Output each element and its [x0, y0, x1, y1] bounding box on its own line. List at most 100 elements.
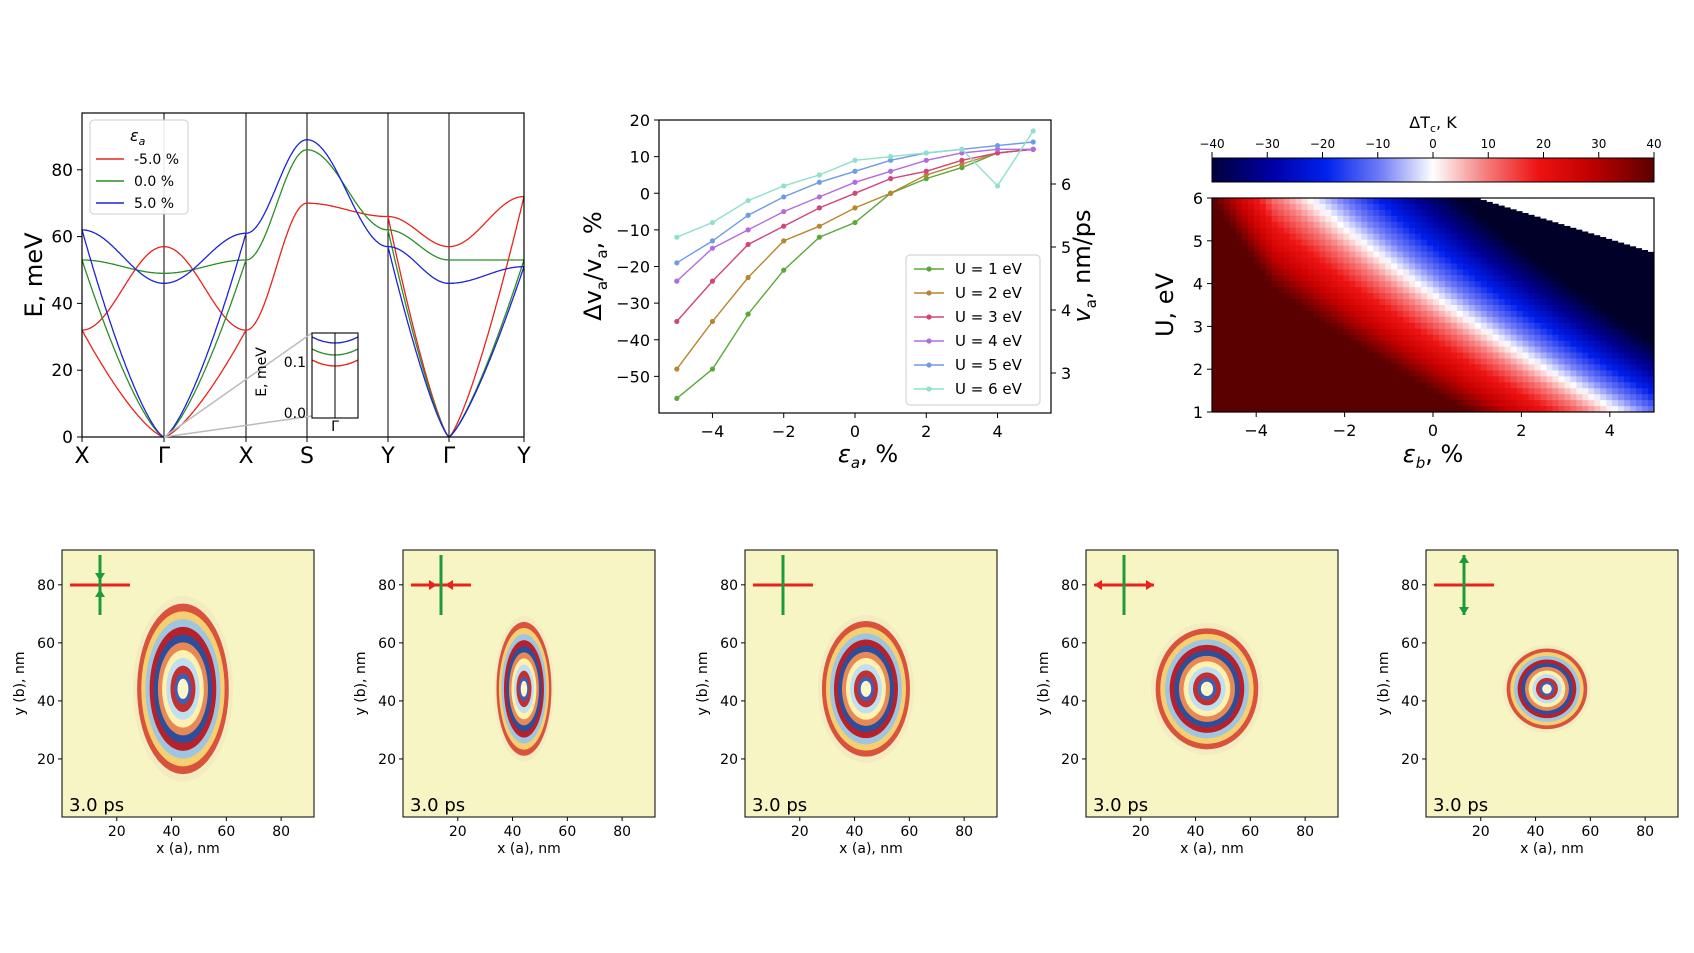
- heatmap-cell: [1289, 227, 1297, 235]
- heatmap-cell: [1241, 334, 1249, 342]
- heatmap-cell: [1307, 382, 1315, 389]
- heatmap-cell: [1331, 376, 1339, 383]
- heatmap-cell: [1289, 334, 1297, 342]
- heatmap-cell: [1349, 287, 1356, 294]
- heatmap-cell: [1265, 263, 1273, 270]
- heatmap-cell: [1283, 221, 1291, 229]
- heatmap-cell: [1241, 203, 1249, 211]
- heatmap-cell: [1594, 382, 1601, 389]
- heatmap-cell: [1528, 239, 1536, 247]
- heatmap-cell: [1582, 305, 1589, 312]
- heatmap-cell: [1415, 388, 1422, 395]
- heatmap-cell: [1498, 263, 1506, 270]
- heatmap-cell: [1492, 388, 1500, 395]
- heatmap-cell: [1337, 376, 1344, 383]
- time-label: 3.0 ps: [752, 795, 807, 816]
- heatmap-cell: [1444, 221, 1452, 229]
- heatmap-cell: [1325, 281, 1333, 288]
- heatmap-cell: [1433, 382, 1440, 389]
- heatmap-cell: [1265, 352, 1273, 360]
- heatmap-cell: [1570, 310, 1577, 318]
- heatmap-cell: [1648, 310, 1654, 318]
- heatmap-cell: [1313, 334, 1321, 342]
- heatmap-cell: [1391, 305, 1398, 312]
- heatmap-cell: [1373, 251, 1380, 259]
- heatmap-cell: [1403, 340, 1410, 348]
- heatmap-cell: [1421, 340, 1428, 348]
- heatmap-cell: [1379, 352, 1386, 360]
- heatmap-cell: [1450, 251, 1458, 259]
- heatmap-cell: [1444, 394, 1452, 401]
- heatmap-cell: [1546, 322, 1554, 330]
- heatmap-cell: [1594, 310, 1601, 318]
- heatmap-cell: [1235, 376, 1243, 383]
- heatmap-cell: [1397, 316, 1404, 324]
- heatmap-cell: [1223, 275, 1231, 282]
- heatmap-cell: [1301, 358, 1309, 366]
- heatmap-cell: [1277, 275, 1285, 282]
- heatmap-cell: [1606, 287, 1613, 294]
- heatmap-cell: [1229, 322, 1237, 330]
- heatmap-cell: [1492, 316, 1500, 324]
- data-point: [816, 205, 822, 211]
- heatmap-cell: [1325, 400, 1333, 407]
- heatmap-cell: [1433, 203, 1440, 211]
- heatmap-cell: [1588, 322, 1595, 330]
- heatmap-cell: [1313, 245, 1321, 253]
- heatmap-cell: [1492, 221, 1500, 229]
- heatmap-cell: [1259, 251, 1267, 259]
- heatmap-cell: [1427, 263, 1434, 270]
- heatmap-cell: [1438, 394, 1446, 401]
- heatmap-cell: [1534, 352, 1542, 360]
- heatmap-cell: [1504, 346, 1512, 354]
- data-point: [923, 172, 929, 178]
- heatmap-cell: [1313, 322, 1321, 330]
- heatmap-cell: [1594, 245, 1601, 253]
- heatmap-cell: [1277, 316, 1285, 324]
- heatmap-cell: [1438, 281, 1446, 288]
- heatmap-cell: [1349, 239, 1356, 247]
- heatmap-cell: [1642, 346, 1649, 354]
- heatmap-cell: [1223, 203, 1231, 211]
- heatmap-cell: [1313, 346, 1321, 354]
- heatmap-cell: [1474, 370, 1482, 377]
- heatmap-cell: [1576, 257, 1583, 264]
- heatmap-cell: [1486, 299, 1494, 306]
- heatmap-cell: [1462, 388, 1470, 395]
- heatmap-cell: [1438, 328, 1446, 336]
- heatmap-cell: [1606, 352, 1613, 360]
- heatmap-cell: [1486, 209, 1494, 217]
- heatmap-cell: [1331, 310, 1339, 318]
- heatmap-cell: [1516, 334, 1524, 342]
- x-tick-label: 60: [217, 824, 235, 840]
- heatmap-cell: [1433, 358, 1440, 366]
- heatmap-cell: [1415, 334, 1422, 342]
- heatmap-cell: [1355, 316, 1362, 324]
- heatmap-cell: [1343, 358, 1350, 366]
- heatmap-cell: [1415, 281, 1422, 288]
- heatmap-cell: [1462, 281, 1470, 288]
- heatmap-cell: [1331, 382, 1339, 389]
- heatmap-cell: [1444, 406, 1452, 412]
- heatmap-cell: [1528, 281, 1536, 288]
- heatmap-cell: [1319, 203, 1327, 211]
- heatmap-cell: [1516, 245, 1524, 253]
- heatmap-cell: [1462, 376, 1470, 383]
- heatmap-cell: [1624, 382, 1631, 389]
- heatmap-cell: [1498, 281, 1506, 288]
- heatmap-cell: [1498, 269, 1506, 276]
- heatmap-cell: [1600, 245, 1607, 253]
- inset-tick-label: 0.1: [284, 355, 306, 371]
- heatmap-cell: [1283, 257, 1291, 264]
- heatmap-cell: [1367, 227, 1374, 235]
- heatmap-cell: [1349, 263, 1356, 270]
- heatmap-cell: [1331, 257, 1339, 264]
- heatmap-cell: [1540, 394, 1548, 401]
- heatmap-cell: [1594, 287, 1601, 294]
- heatmap-cell: [1403, 394, 1410, 401]
- heatmap-cell: [1516, 370, 1524, 377]
- heatmap-cell: [1433, 269, 1440, 276]
- heatmap-cell: [1415, 257, 1422, 264]
- heatmap-cell: [1265, 215, 1273, 223]
- legend-items: U = 1 eVU = 2 eVU = 3 eVU = 4 eVU = 5 eV…: [914, 260, 1023, 398]
